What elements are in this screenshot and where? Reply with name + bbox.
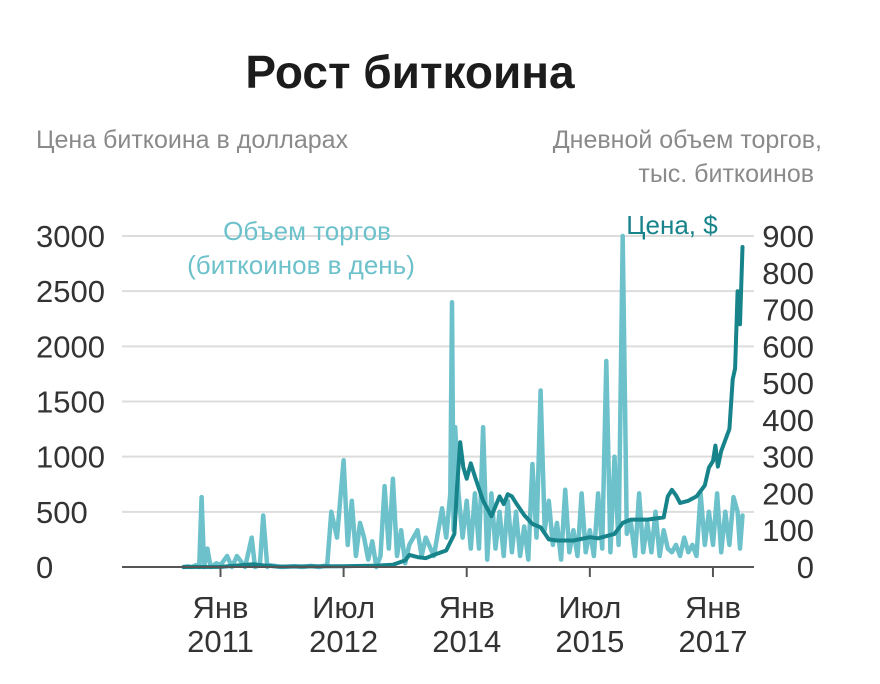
- left-tick-label: 2000: [36, 329, 105, 364]
- right-axis-label-line1: Дневной объем торгов,: [553, 126, 822, 154]
- left-tick-label: 500: [36, 495, 88, 530]
- right-tick-label: 200: [762, 476, 814, 511]
- left-tick-label: 3000: [36, 219, 105, 254]
- left-tick-label: 2500: [36, 274, 105, 309]
- right-axis-label-line2: тыс. биткоинов: [638, 160, 814, 188]
- right-tick-label: 400: [762, 403, 814, 438]
- right-tick-label: 500: [762, 366, 814, 401]
- right-tick-label: 800: [762, 256, 814, 291]
- right-tick-label: 100: [762, 513, 814, 548]
- x-tick-label-month: Янв: [439, 590, 495, 625]
- x-tick-label-year: 2014: [432, 624, 501, 659]
- chart-title: Рост биткоина: [245, 46, 575, 98]
- left-axis-ticks: 0 500 1000 1500 2000 2500 3000: [36, 219, 105, 585]
- right-tick-label: 900: [762, 219, 814, 254]
- x-tick-label-year: 2011: [187, 624, 254, 659]
- left-axis-label: Цена биткоина в долларах: [36, 126, 349, 154]
- x-tick-label-month: Июл: [558, 590, 621, 625]
- left-tick-label: 1500: [36, 385, 105, 420]
- x-tick-label-year: 2012: [309, 624, 378, 659]
- volume-annotation-line1: Объем торгов: [223, 216, 391, 246]
- right-tick-label: 300: [762, 440, 814, 475]
- price-annotation: Цена, $: [626, 210, 718, 240]
- grid-lines: [122, 235, 754, 513]
- left-tick-label: 1000: [36, 440, 105, 475]
- volume-annotation-line2: (биткоинов в день): [187, 250, 415, 280]
- price-series-line: [181, 245, 745, 569]
- right-tick-label: 0: [797, 550, 814, 585]
- right-tick-label: 600: [762, 329, 814, 364]
- right-tick-label: 700: [762, 293, 814, 328]
- x-tick-label-month: Янв: [685, 590, 741, 625]
- x-tick-label-month: Янв: [193, 590, 249, 625]
- x-tick-label-year: 2017: [678, 624, 747, 659]
- x-tick-label-year: 2015: [555, 624, 624, 659]
- x-tick-label-month: Июл: [312, 590, 375, 625]
- left-tick-label: 0: [36, 550, 53, 585]
